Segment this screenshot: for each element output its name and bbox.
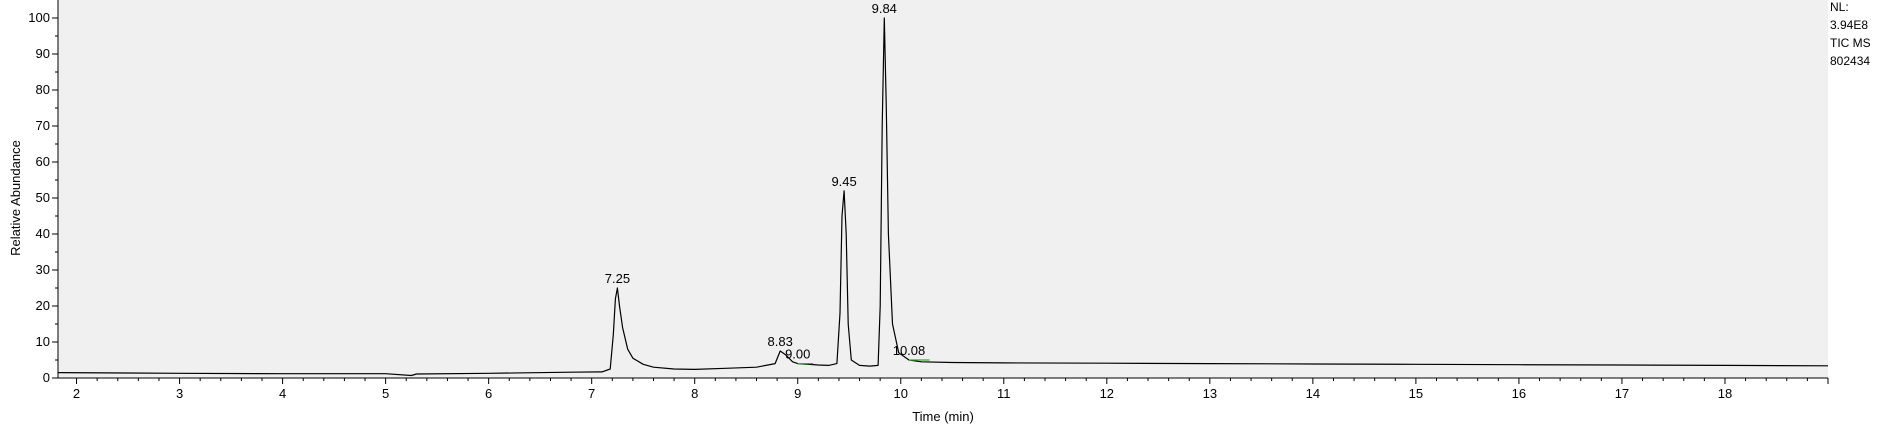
info-line: NL: [1830,0,1849,14]
info-line: 802434 [1830,54,1870,68]
x-tick-label: 3 [176,386,183,401]
y-tick-label: 80 [36,82,50,97]
x-axis: 2 3 4 5 6 7 8 9 10 11 12 13 14 15 16 17 18 [58,377,1829,401]
y-tick-label: 70 [36,118,50,133]
x-tick-label: 9 [794,386,801,401]
info-line: 3.94E8 [1830,18,1868,32]
x-tick-label: 16 [1512,386,1526,401]
peak-label: 9.00 [785,347,810,362]
x-axis-title: Time (min) [912,409,974,424]
x-tick-label: 18 [1718,386,1732,401]
y-tick-label: 30 [36,262,50,277]
x-tick-label: 5 [382,386,389,401]
y-tick-label: 50 [36,190,50,205]
peak-label: 9.84 [872,1,897,16]
y-tick-label: 90 [36,46,50,61]
info-line: TIC MS [1830,36,1871,50]
x-tick-label: 17 [1615,386,1629,401]
x-tick-label: 15 [1409,386,1423,401]
x-tick-label: 14 [1306,386,1320,401]
peak-label: 8.83 [768,334,793,349]
x-tick-label: 10 [894,386,908,401]
x-tick-label: 6 [485,386,492,401]
y-tick-label: 40 [36,226,50,241]
y-tick-label: 20 [36,298,50,313]
chromatogram-traces [57,17,1829,377]
x-tick-label: 13 [1203,386,1217,401]
y-axis-title: Relative Abundance [8,140,23,256]
y-tick-label: 10 [36,334,50,349]
x-tick-label: 8 [691,386,698,401]
peak-annotations: 7.25 8.839.00 9.45 9.84 10.08 [605,1,925,362]
x-tick-label: 4 [279,386,286,401]
x-tick-label: 12 [1100,386,1114,401]
info-box: NL: 3.94E8 TIC MS 802434 [1830,0,1871,68]
peak-label: 9.45 [831,174,856,189]
x-tick-label: 7 [588,386,595,401]
y-tick-label: 60 [36,154,50,169]
plot-area [58,0,1828,378]
y-tick-label: 0 [43,370,50,385]
x-tick-label: 2 [73,386,80,401]
baseline-markers [797,359,930,365]
chromatogram-trace [57,17,1829,377]
peak-label: 10.08 [893,343,926,358]
y-axis: 0 10 20 30 40 50 60 70 80 90 100 [28,0,59,385]
peak-label: 7.25 [605,271,630,286]
x-tick-label: 11 [997,386,1011,401]
y-tick-label: 100 [28,10,50,25]
